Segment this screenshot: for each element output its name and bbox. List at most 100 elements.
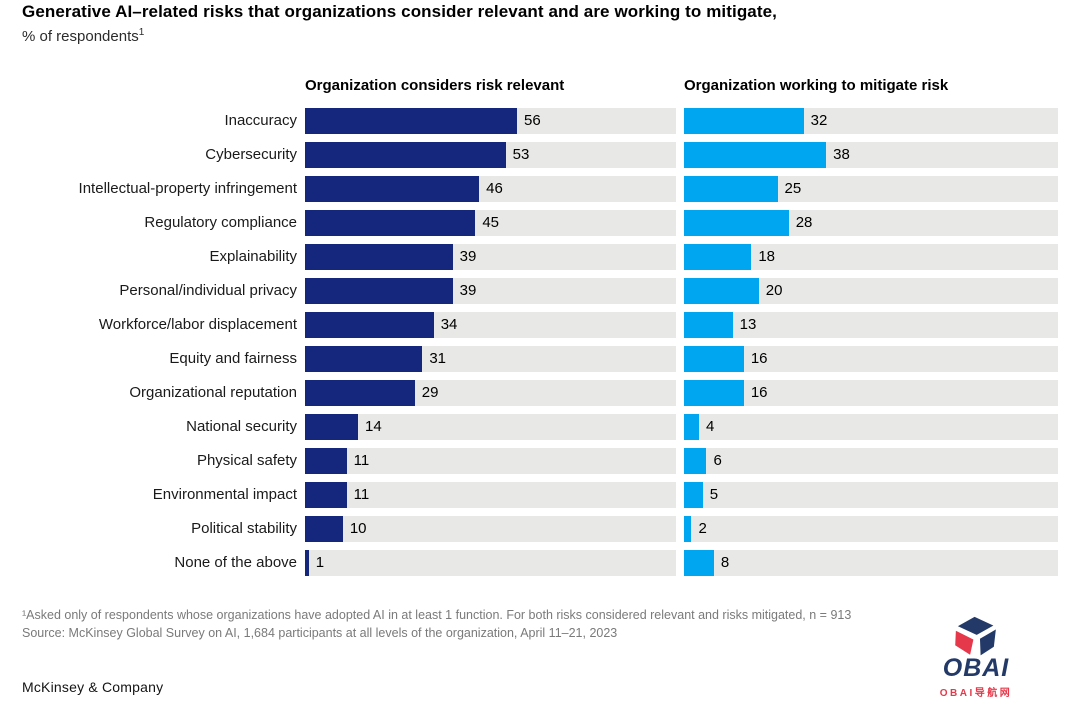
bar-track-relevant: 34 — [305, 312, 676, 338]
watermark-subtext: OBAI导航网 — [939, 688, 1013, 699]
bar-relevant — [305, 142, 506, 168]
cube-icon — [953, 614, 999, 658]
value-label: 2 — [698, 520, 707, 537]
bar-mitigate — [684, 210, 789, 236]
value-label: 28 — [795, 214, 813, 231]
category-label: Cybersecurity — [205, 146, 297, 163]
value-label: 16 — [750, 384, 768, 401]
bar-relevant — [305, 108, 517, 134]
bar-track-relevant: 46 — [305, 176, 676, 202]
chart-row: Personal/individual privacy 39 20 — [0, 278, 1058, 304]
value-label: 20 — [765, 282, 783, 299]
bar-track-mitigate: 16 — [684, 346, 1058, 372]
bar-track-mitigate: 38 — [684, 142, 1058, 168]
bar-relevant — [305, 346, 423, 372]
value-label: 39 — [459, 282, 477, 299]
watermark-logo: OBAI OBAI导航网 — [922, 612, 1030, 702]
value-label: 4 — [705, 418, 715, 435]
value-label: 32 — [810, 112, 828, 129]
value-label: 53 — [512, 146, 530, 163]
chart-row: Equity and fairness 31 16 — [0, 346, 1058, 372]
value-label: 45 — [482, 214, 500, 231]
bar-relevant — [305, 482, 347, 508]
brand-mckinsey: McKinsey & Company — [22, 679, 164, 695]
category-label: Regulatory compliance — [144, 214, 297, 231]
bar-track-mitigate: 32 — [684, 108, 1058, 134]
bar-relevant — [305, 516, 343, 542]
chart-row: Regulatory compliance 45 28 — [0, 210, 1058, 236]
bar-track-mitigate: 25 — [684, 176, 1058, 202]
page-title: Generative AI–related risks that organiz… — [22, 2, 777, 21]
bar-mitigate — [684, 244, 752, 270]
bar-mitigate — [684, 448, 707, 474]
bar-mitigate — [684, 176, 778, 202]
bar-relevant — [305, 550, 309, 576]
column-header-risk-relevant: Organization considers risk relevant — [305, 77, 565, 94]
page-subtitle: % of respondents1 — [22, 27, 144, 45]
category-label: Organizational reputation — [129, 384, 297, 401]
value-label: 56 — [523, 112, 541, 129]
chart-row: Inaccuracy 56 32 — [0, 108, 1058, 134]
bar-track-mitigate: 5 — [684, 482, 1058, 508]
footnote-2: Source: McKinsey Global Survey on AI, 1,… — [22, 626, 618, 640]
bar-mitigate — [684, 516, 692, 542]
chart-row: National security 14 4 — [0, 414, 1058, 440]
bar-track-relevant: 39 — [305, 278, 676, 304]
bar-relevant — [305, 176, 480, 202]
category-label: Personal/individual privacy — [119, 282, 297, 299]
bar-relevant — [305, 414, 358, 440]
bar-mitigate — [684, 380, 744, 406]
bar-chart: Inaccuracy 56 32 Cybersecurity 53 38 Intellect… — [0, 108, 1058, 584]
category-label: None of the above — [174, 554, 297, 571]
bar-track-relevant: 56 — [305, 108, 676, 134]
bar-mitigate — [684, 108, 804, 134]
bar-mitigate — [684, 414, 699, 440]
bar-relevant — [305, 278, 453, 304]
footnote-1: ¹Asked only of respondents whose organiz… — [22, 608, 852, 622]
bar-track-relevant: 1 — [305, 550, 676, 576]
chart-row: Environmental impact 11 5 — [0, 482, 1058, 508]
value-label: 10 — [349, 520, 367, 537]
bar-track-mitigate: 20 — [684, 278, 1058, 304]
chart-row: None of the above 1 8 — [0, 550, 1058, 576]
bar-mitigate — [684, 312, 733, 338]
bar-track-mitigate: 8 — [684, 550, 1058, 576]
bar-track-mitigate: 28 — [684, 210, 1058, 236]
value-label: 8 — [720, 554, 730, 571]
bar-mitigate — [684, 482, 703, 508]
bar-track-relevant: 11 — [305, 482, 676, 508]
bar-track-relevant: 11 — [305, 448, 676, 474]
value-label: 29 — [421, 384, 439, 401]
bar-relevant — [305, 380, 415, 406]
value-label: 5 — [709, 486, 719, 503]
bar-track-relevant: 53 — [305, 142, 676, 168]
column-header-working-to-mitigate: Organization working to mitigate risk — [684, 77, 949, 94]
bar-track-mitigate: 13 — [684, 312, 1058, 338]
value-label: 1 — [315, 554, 325, 571]
value-label: 39 — [459, 248, 477, 265]
bar-relevant — [305, 210, 476, 236]
bar-track-mitigate: 18 — [684, 244, 1058, 270]
footnotes: ¹Asked only of respondents whose organiz… — [22, 606, 1062, 642]
chart-row: Cybersecurity 53 38 — [0, 142, 1058, 168]
chart-row: Intellectual-property infringement 46 25 — [0, 176, 1058, 202]
bar-relevant — [305, 244, 453, 270]
value-label: 31 — [429, 350, 447, 367]
bar-relevant — [305, 448, 347, 474]
bar-mitigate — [684, 346, 744, 372]
value-label: 34 — [440, 316, 458, 333]
category-label: Inaccuracy — [224, 112, 297, 129]
chart-row: Organizational reputation 29 16 — [0, 380, 1058, 406]
category-label: Political stability — [191, 520, 297, 537]
bar-track-mitigate: 6 — [684, 448, 1058, 474]
value-label: 25 — [784, 180, 802, 197]
bar-track-relevant: 29 — [305, 380, 676, 406]
category-label: Workforce/labor displacement — [98, 316, 297, 333]
value-label: 11 — [353, 486, 370, 503]
category-label: National security — [186, 418, 297, 435]
bar-mitigate — [684, 142, 827, 168]
value-label: 16 — [750, 350, 768, 367]
bar-track-relevant: 31 — [305, 346, 676, 372]
value-label: 38 — [833, 146, 850, 163]
